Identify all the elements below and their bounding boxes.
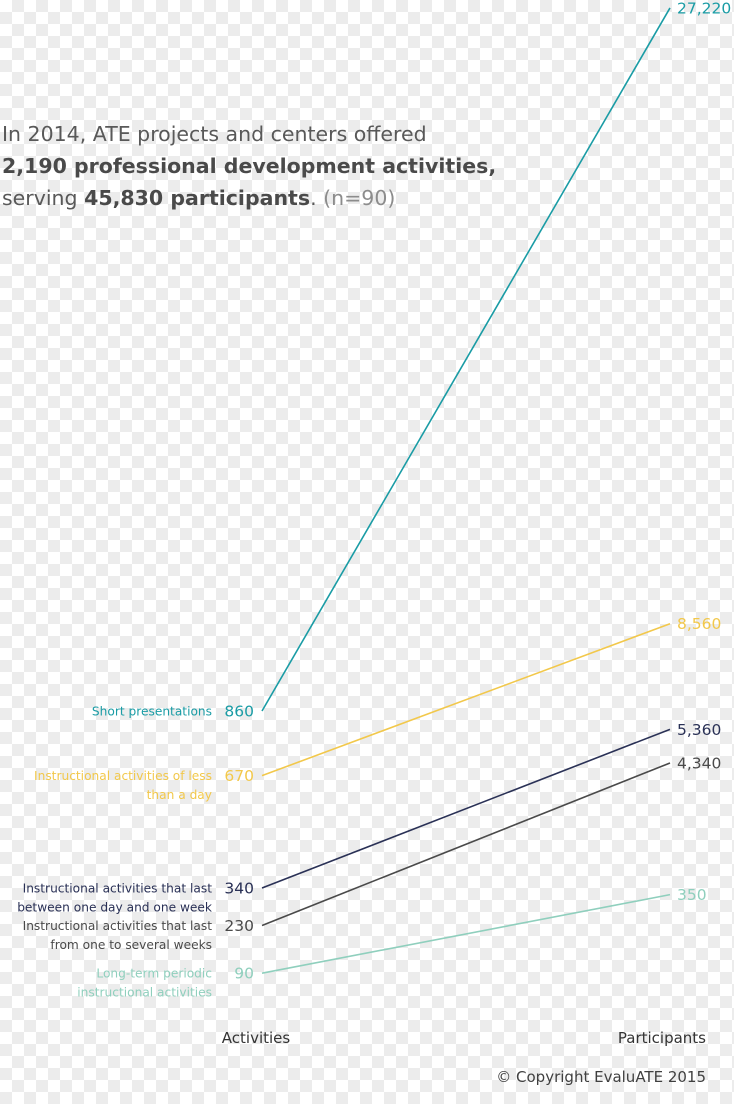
series-line-2 — [261, 622, 671, 777]
x-axis-label-participants: Participants — [618, 1029, 706, 1047]
activities-value-label-4: 230 — [224, 917, 254, 935]
series-name-label-5-line-2: instructional activities — [77, 986, 212, 1000]
participants-value-label-3: 5,360 — [677, 721, 721, 739]
series-name-label-3-line-1: Instructional activities that last — [23, 882, 213, 896]
x-axis-label-activities: Activities — [222, 1029, 291, 1047]
headline-line-3: serving 45,830 participants. (n=90) — [2, 182, 522, 214]
series-name-label-4-line-2: from one to several weeks — [50, 938, 212, 952]
series-line-3 — [261, 728, 671, 889]
headline-line-1: In 2014, ATE projects and centers offere… — [2, 122, 427, 146]
activities-value-label-1: 860 — [224, 702, 254, 720]
headline: In 2014, ATE projects and centers offere… — [2, 118, 522, 214]
copyright-notice: © Copyright EvaluATE 2015 — [496, 1068, 706, 1086]
participants-value-label-4: 4,340 — [677, 754, 721, 772]
participants-value-label-1: 27,220 — [677, 0, 731, 17]
series-line-1 — [261, 7, 671, 712]
headline-period: . — [310, 186, 317, 210]
participants-value-label-5: 350 — [677, 886, 707, 904]
headline-activities-count: 2,190 professional development activitie… — [2, 154, 497, 178]
headline-participants-count: 45,830 participants — [84, 186, 311, 210]
activities-value-label-5: 90 — [234, 965, 254, 983]
participants-value-label-2: 8,560 — [677, 615, 721, 633]
series-name-label-5-line-1: Long-term periodic — [96, 967, 212, 981]
series-line-5 — [261, 893, 671, 974]
series-name-label-1-line-1: Short presentations — [92, 704, 212, 718]
activities-value-label-2: 670 — [224, 767, 254, 785]
headline-line-2: 2,190 professional development activitie… — [2, 150, 522, 182]
series-name-label-2-line-2: than a day — [147, 788, 212, 802]
series-name-label-3-line-2: between one day and one week — [17, 901, 213, 915]
headline-sample-size: (n=90) — [323, 186, 396, 210]
headline-serving-prefix: serving — [2, 186, 85, 210]
series-name-label-4-line-1: Instructional activities that last — [23, 919, 213, 933]
activities-value-label-3: 340 — [224, 880, 254, 898]
series-name-label-2-line-1: Instructional activities of less — [34, 769, 212, 783]
series-line-4 — [261, 762, 671, 927]
